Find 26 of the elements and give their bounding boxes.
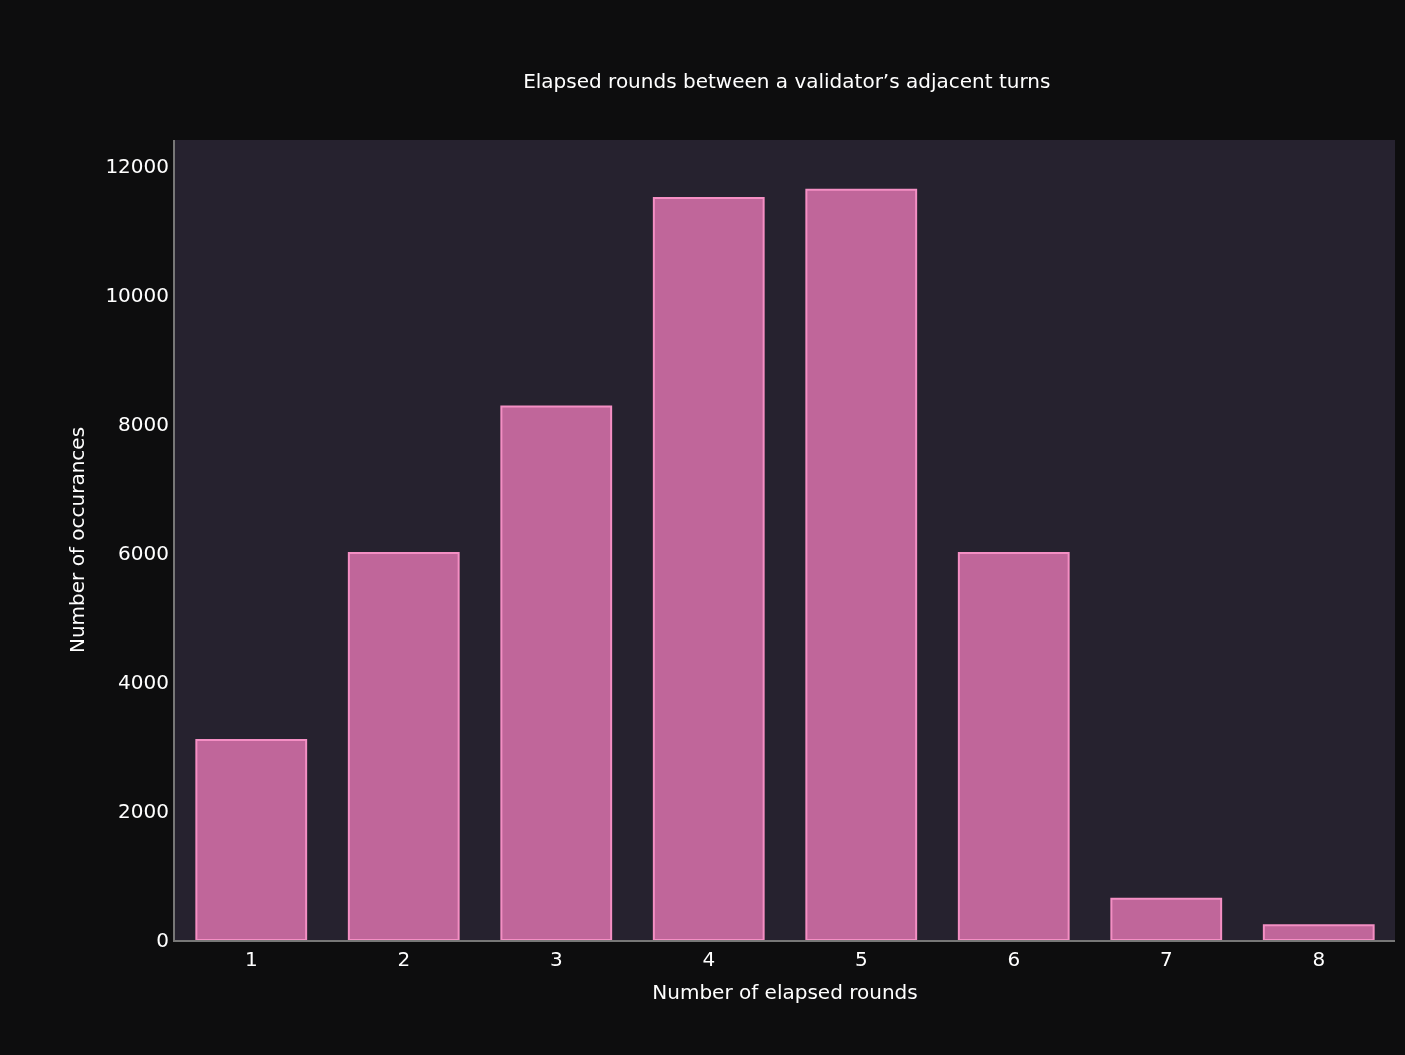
x-tick-label: 3 [549, 947, 563, 971]
bar [1262, 924, 1375, 940]
x-tick-label: 6 [1007, 947, 1021, 971]
y-tick-label: 0 [156, 928, 169, 952]
bar [500, 405, 613, 940]
x-tick-label: 1 [244, 947, 258, 971]
y-tick-label: 10000 [105, 282, 169, 307]
x-tick-label: 2 [397, 947, 411, 971]
y-tick-label: 2000 [118, 798, 169, 823]
y-tick-label: 6000 [118, 540, 169, 565]
x-tick-label: 8 [1312, 947, 1326, 971]
y-tick-label: 12000 [105, 153, 169, 178]
x-axis-title: Number of elapsed rounds [652, 980, 918, 1004]
bar [957, 551, 1070, 940]
bar [195, 739, 308, 940]
x-tick-label: 4 [702, 947, 716, 971]
bar [1110, 897, 1223, 940]
bar [805, 188, 918, 940]
y-tick-label: 8000 [118, 411, 169, 436]
bar [652, 197, 765, 940]
bar [347, 551, 460, 940]
chart-title: Elapsed rounds between a validator’s adjacent turns [523, 68, 1051, 93]
x-tick-label: 5 [854, 947, 868, 971]
y-axis-title: Number of occurances [65, 426, 90, 654]
x-tick-label: 7 [1159, 947, 1173, 971]
y-tick-label: 4000 [118, 669, 169, 694]
